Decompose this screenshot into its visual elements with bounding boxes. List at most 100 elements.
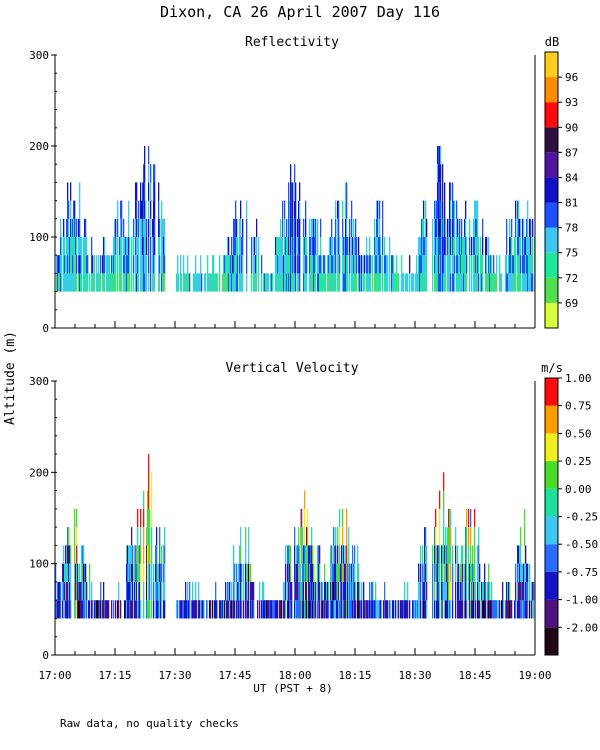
echo-cell	[469, 255, 471, 274]
echo-cell	[477, 200, 479, 219]
echo-cell	[163, 255, 165, 274]
echo-cell	[346, 508, 348, 528]
echo-cell	[334, 273, 336, 292]
echo-cell	[443, 600, 445, 619]
echo-cell	[92, 273, 94, 292]
echo-cell	[70, 581, 72, 601]
echo-cell	[74, 237, 76, 256]
echo-cell	[292, 200, 294, 219]
echo-cell	[439, 508, 441, 528]
echo-cell	[143, 545, 145, 564]
echo-cell	[457, 255, 459, 274]
echo-cell	[382, 218, 384, 237]
echo-cell	[437, 600, 439, 619]
echo-cell	[113, 273, 115, 292]
echo-cell	[64, 563, 66, 582]
echo-cell	[295, 581, 297, 601]
echo-cell	[326, 600, 328, 619]
echo-cell	[148, 563, 150, 582]
echo-cell	[113, 600, 115, 619]
echo-cell	[354, 237, 356, 256]
y-tick-label: 0	[42, 322, 49, 335]
colorbar-tick-label: -0.50	[565, 538, 598, 551]
echo-cell	[531, 581, 533, 601]
echo-cell	[227, 600, 229, 619]
echo-cell	[199, 600, 201, 619]
echo-cell	[329, 273, 331, 292]
echo-cell	[256, 218, 258, 237]
echo-cell	[139, 600, 141, 619]
echo-cell	[366, 255, 368, 274]
echo-cell	[78, 600, 80, 619]
echo-cell	[342, 545, 344, 564]
echo-cell	[300, 581, 302, 601]
echo-cell	[477, 237, 479, 256]
echo-cell	[224, 600, 226, 619]
echo-cell	[85, 581, 87, 601]
echo-cell	[317, 218, 319, 237]
echo-cell	[157, 600, 159, 619]
echo-cell	[442, 600, 444, 619]
echo-cell	[295, 237, 297, 256]
echo-cell	[483, 600, 485, 619]
echo-cell	[311, 237, 313, 256]
echo-cell	[432, 600, 434, 619]
echo-cell	[212, 273, 214, 292]
echo-cell	[77, 600, 79, 619]
echo-cell	[159, 218, 161, 237]
echo-cell	[140, 600, 142, 619]
echo-cell	[529, 218, 531, 237]
x-tick-label: 17:00	[38, 669, 71, 682]
echo-cell	[233, 581, 235, 601]
echo-cell	[519, 545, 521, 564]
echo-cell	[366, 237, 368, 256]
echo-cell	[441, 237, 443, 256]
echo-cell	[339, 508, 341, 528]
echo-cell	[214, 273, 216, 292]
echo-cell	[422, 581, 424, 601]
echo-cell	[490, 273, 492, 292]
echo-cell	[515, 581, 517, 601]
echo-cell	[64, 581, 66, 601]
echo-cell	[419, 237, 421, 256]
echo-cell	[481, 600, 483, 619]
echo-cell	[62, 600, 64, 619]
echo-cell	[77, 563, 79, 582]
echo-cell	[303, 237, 305, 256]
echo-cell	[117, 600, 119, 619]
echo-cell	[370, 600, 372, 619]
echo-cell	[241, 600, 243, 619]
echo-cell	[406, 273, 408, 292]
echo-cell	[379, 218, 381, 237]
echo-cell	[285, 545, 287, 564]
echo-cell	[501, 600, 503, 619]
echo-cell	[364, 255, 366, 274]
echo-cell	[164, 600, 166, 619]
echo-cell	[462, 237, 464, 256]
echo-cell	[105, 600, 107, 619]
echo-cell	[267, 600, 269, 619]
echo-cell	[159, 563, 161, 582]
echo-cell	[531, 273, 533, 292]
echo-cell	[75, 237, 77, 256]
echo-cell	[81, 255, 83, 274]
echo-cell	[155, 545, 157, 564]
y-tick-label: 100	[29, 558, 49, 571]
echo-cell	[141, 237, 143, 256]
echo-cell	[471, 600, 473, 619]
echo-cell	[163, 545, 165, 564]
echo-cell	[158, 237, 160, 256]
echo-cell	[317, 600, 319, 619]
echo-cell	[154, 200, 156, 219]
echo-cell	[477, 218, 479, 237]
echo-cell	[396, 273, 398, 292]
echo-cell	[67, 182, 69, 201]
echo-cell	[466, 237, 468, 256]
echo-cell	[377, 255, 379, 274]
echo-cell	[290, 273, 292, 292]
echo-cell	[186, 273, 188, 292]
echo-cell	[63, 600, 65, 619]
echo-cell	[285, 255, 287, 274]
echo-cell	[337, 581, 339, 601]
echo-cell	[357, 581, 359, 601]
